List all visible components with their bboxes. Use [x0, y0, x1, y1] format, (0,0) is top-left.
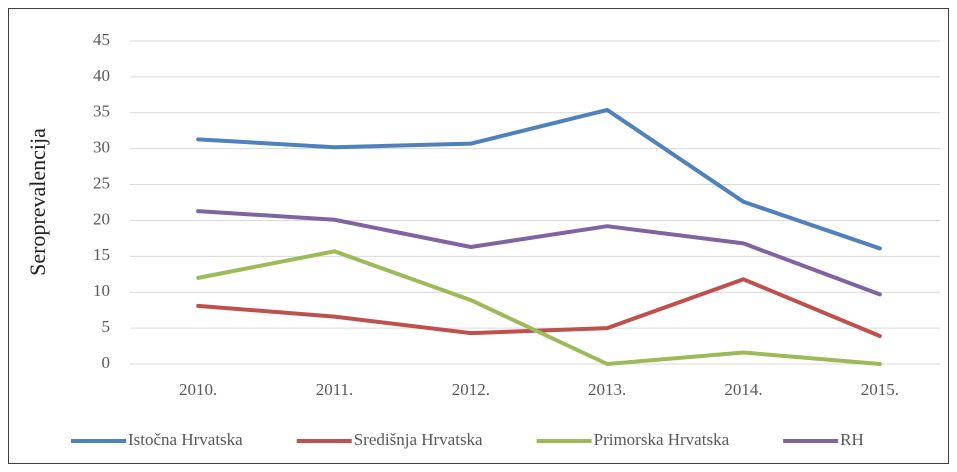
y-tick-label: 35 — [93, 102, 110, 121]
chart-frame — [8, 8, 949, 464]
y-axis-label: Seroprevalencija — [25, 128, 50, 276]
legend-label: RH — [840, 430, 864, 449]
legend-label: Istočna Hrvatska — [128, 430, 243, 449]
x-tick-label: 2011. — [316, 380, 354, 399]
y-tick-label: 15 — [93, 245, 110, 264]
series-line — [196, 107, 882, 251]
legend-label: Primorska Hrvatska — [594, 430, 730, 449]
x-tick-label: 2014. — [724, 380, 762, 399]
x-tick-label: 2013. — [588, 380, 626, 399]
x-tick-label: 2012. — [452, 380, 490, 399]
y-tick-label: 45 — [93, 30, 110, 49]
series-line — [196, 209, 882, 297]
y-tick-label: 5 — [102, 317, 111, 336]
x-tick-label: 2015. — [861, 380, 899, 399]
y-tick-label: 25 — [93, 173, 110, 192]
y-tick-label: 40 — [93, 66, 110, 85]
y-tick-label: 0 — [102, 353, 111, 372]
y-tick-label: 10 — [93, 281, 110, 300]
x-tick-label: 2010. — [179, 380, 217, 399]
legend-label: Središnja Hrvatska — [354, 430, 483, 449]
y-tick-label: 30 — [93, 138, 110, 157]
series-line — [196, 249, 882, 366]
y-tick-label: 20 — [93, 209, 110, 228]
